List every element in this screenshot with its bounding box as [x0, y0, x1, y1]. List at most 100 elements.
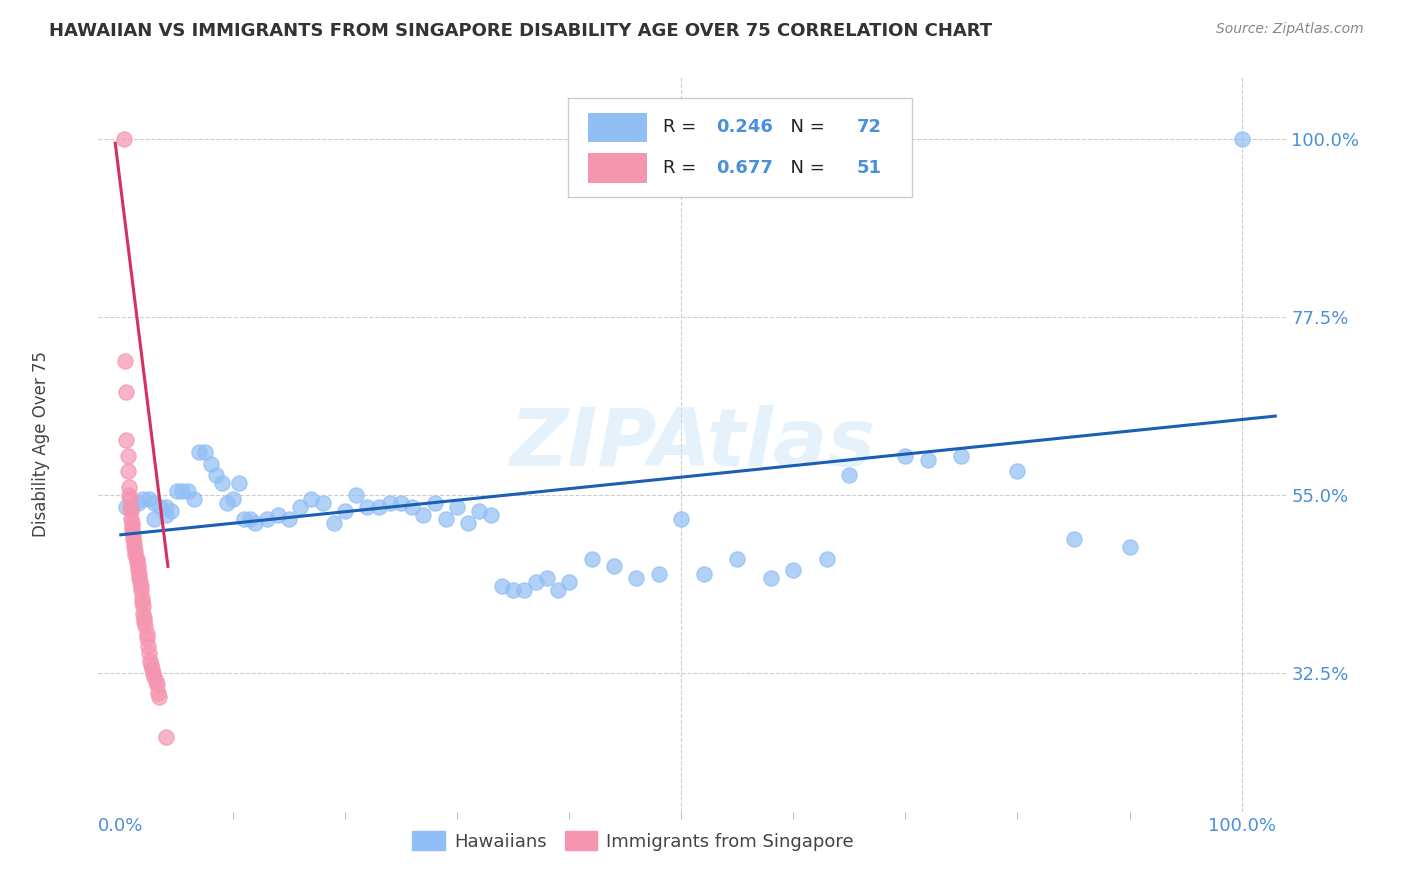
Point: [115, 500, 138, 514]
Point: [759, 571, 782, 585]
Point: [143, 670, 166, 684]
Point: [135, 631, 157, 645]
Point: [356, 500, 378, 514]
Text: 0.677: 0.677: [716, 159, 773, 177]
Text: 0.246: 0.246: [716, 119, 773, 136]
Point: [389, 496, 412, 510]
Point: [143, 512, 166, 526]
Point: [115, 433, 138, 447]
Point: [536, 571, 558, 585]
Point: [118, 492, 141, 507]
Point: [205, 468, 228, 483]
Point: [245, 516, 267, 530]
Point: [299, 492, 322, 507]
Point: [322, 516, 344, 530]
Point: [725, 551, 748, 566]
Point: [558, 575, 581, 590]
Point: [125, 556, 148, 570]
Point: [782, 563, 804, 577]
Point: [446, 500, 468, 514]
Point: [160, 504, 183, 518]
Point: [131, 595, 153, 609]
Point: [155, 508, 177, 522]
Point: [125, 551, 148, 566]
Point: [112, 132, 135, 146]
Point: [311, 496, 333, 510]
Point: [278, 512, 301, 526]
Point: [121, 524, 143, 538]
Point: [122, 528, 145, 542]
Point: [139, 658, 162, 673]
Point: [124, 548, 146, 562]
Point: [118, 488, 141, 502]
Point: [188, 444, 211, 458]
Point: [333, 504, 356, 518]
Point: [524, 575, 547, 590]
Point: [256, 512, 278, 526]
Point: [239, 512, 262, 526]
Point: [815, 551, 838, 566]
Point: [120, 512, 142, 526]
Point: [141, 662, 163, 676]
Point: [155, 730, 177, 744]
Point: [127, 559, 149, 574]
Point: [149, 500, 172, 514]
Point: [115, 385, 138, 400]
Point: [603, 559, 626, 574]
Text: R =: R =: [662, 159, 702, 177]
Point: [917, 452, 939, 467]
Point: [135, 626, 157, 640]
Text: HAWAIIAN VS IMMIGRANTS FROM SINGAPORE DISABILITY AGE OVER 75 CORRELATION CHART: HAWAIIAN VS IMMIGRANTS FROM SINGAPORE DI…: [49, 22, 993, 40]
Point: [118, 500, 141, 514]
Bar: [588, 112, 647, 142]
Point: [547, 583, 569, 598]
Point: [217, 496, 239, 510]
Point: [222, 492, 245, 507]
Point: [132, 492, 155, 507]
Point: [434, 512, 457, 526]
Point: [378, 496, 401, 510]
Point: [138, 492, 160, 507]
Point: [129, 583, 152, 598]
Point: [692, 567, 714, 582]
Point: [177, 484, 200, 499]
Point: [142, 666, 165, 681]
Point: [132, 599, 155, 613]
Point: [423, 496, 446, 510]
Point: [124, 543, 146, 558]
Text: Source: ZipAtlas.com: Source: ZipAtlas.com: [1216, 22, 1364, 37]
Point: [1118, 540, 1140, 554]
Point: [491, 579, 513, 593]
Point: [648, 567, 671, 582]
Point: [124, 535, 146, 549]
Point: [134, 619, 156, 633]
Text: ZIPAtlas: ZIPAtlas: [509, 405, 876, 483]
Point: [172, 484, 194, 499]
Text: N =: N =: [779, 159, 831, 177]
Point: [128, 575, 150, 590]
Text: N =: N =: [779, 119, 831, 136]
Point: [127, 563, 149, 577]
Point: [136, 639, 159, 653]
Point: [513, 583, 536, 598]
Point: [120, 504, 142, 518]
Point: [128, 567, 150, 582]
Point: [145, 678, 167, 692]
Point: [468, 504, 491, 518]
Point: [118, 480, 141, 494]
Point: [145, 674, 167, 689]
Point: [367, 500, 389, 514]
Point: [228, 476, 250, 491]
Point: [401, 500, 423, 514]
Point: [200, 457, 222, 471]
Point: [288, 500, 311, 514]
Point: [479, 508, 502, 522]
FancyBboxPatch shape: [568, 98, 912, 197]
Legend: Hawaiians, Immigrants from Singapore: Hawaiians, Immigrants from Singapore: [405, 824, 860, 858]
Point: [134, 611, 156, 625]
Point: [131, 591, 153, 605]
Point: [894, 449, 917, 463]
Point: [132, 607, 155, 621]
Point: [502, 583, 524, 598]
Point: [114, 353, 136, 368]
